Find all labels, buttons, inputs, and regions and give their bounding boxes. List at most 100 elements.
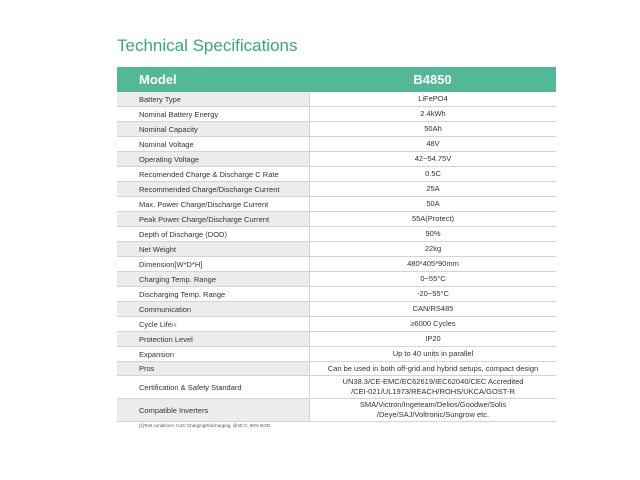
- row-label-cell: Certification & Safety Standard: [117, 376, 309, 398]
- row-value: 480*405*90mm: [407, 259, 459, 268]
- row-label-cell: Expansion: [117, 347, 309, 361]
- row-label-cell: Nominal Battery Energy: [117, 107, 309, 121]
- row-label: Expansion: [139, 349, 175, 359]
- row-value-cell: ≥6000 Cycles: [309, 317, 556, 331]
- row-label: Dimension[W*D*H]: [139, 259, 203, 269]
- table-row: Max. Power Charge/Discharge Current 50A: [117, 197, 556, 212]
- table-row: Expansion Up to 40 units in parallel: [117, 347, 556, 362]
- row-value-cell: 48V: [309, 137, 556, 151]
- row-label: Nominal Battery Energy: [139, 109, 219, 119]
- row-value: /CEI-021/UL1973/REACH/ROHS/UKCA/GOST-R: [351, 387, 515, 396]
- row-value-cell: IP20: [309, 332, 556, 346]
- row-label: Cycle Life: [139, 319, 172, 329]
- footnote: [1]Test conditions: 0.2C Charging/Discha…: [139, 423, 271, 428]
- row-value: 90%: [425, 229, 441, 238]
- row-value: Up to 40 units in parallel: [392, 349, 474, 358]
- row-label-cell: Communication: [117, 302, 309, 316]
- row-value-cell: 480*405*90mm: [309, 257, 556, 271]
- row-value-cell: 50A: [309, 197, 556, 211]
- header-label: Model: [139, 72, 177, 87]
- row-label-cell: Nominal Capacity: [117, 122, 309, 136]
- row-label-cell: Peak Power Charge/Discharge Current: [117, 212, 309, 226]
- table-row: Recomended Charge & Discharge C Rate 0.5C: [117, 167, 556, 182]
- row-value-cell: Up to 40 units in parallel: [309, 347, 556, 361]
- row-label-cell: Pros: [117, 362, 309, 375]
- row-value: SMA/Victron/Ingeteam/Delios/Goodwe/Solis: [359, 400, 507, 409]
- row-label-cell: Depth of Discharge (DOD): [117, 227, 309, 241]
- table-row: Cycle Life [1] ≥6000 Cycles: [117, 317, 556, 332]
- row-label-cell: Charging Temp. Range: [117, 272, 309, 286]
- row-value-cell: 0~55°C: [309, 272, 556, 286]
- row-value-cell: CAN/RS485: [309, 302, 556, 316]
- row-value-cell: 50Ah: [309, 122, 556, 136]
- row-value-cell: 22kg: [309, 242, 556, 256]
- row-value: 55A(Protect): [411, 214, 455, 223]
- row-label: Recomended Charge & Discharge C Rate: [139, 169, 279, 179]
- table-row: Dimension[W*D*H] 480*405*90mm: [117, 257, 556, 272]
- row-value: LiFePO4: [418, 94, 448, 103]
- row-value-cell: 90%: [309, 227, 556, 241]
- row-value: 50Ah: [424, 124, 442, 133]
- row-value-cell: LiFePO4: [309, 92, 556, 106]
- row-label-cell: Recommended Charge/Discharge Current: [117, 182, 309, 196]
- table-row: Pros Can be used in both off-grid and hyb…: [117, 362, 556, 376]
- row-label-cell: Dimension[W*D*H]: [117, 257, 309, 271]
- row-value: 25A: [426, 184, 440, 193]
- row-label-cell: Compatible Inverters: [117, 399, 309, 421]
- row-value: /Deye/SAJ/Voltronic/Sungrow etc.: [376, 410, 490, 419]
- table-row: Compatible Inverters SMA/Victron/Ingeteam…: [117, 399, 556, 422]
- row-value: ≥6000 Cycles: [410, 319, 456, 328]
- table-row: Charging Temp. Range 0~55°C: [117, 272, 556, 287]
- row-value-cell: -20~55°C: [309, 287, 556, 301]
- title: Technical Specifications: [117, 36, 298, 55]
- row-label-cell: Net Weight: [117, 242, 309, 256]
- row-value-cell: 0.5C: [309, 167, 556, 181]
- row-value: 0~55°C: [420, 274, 446, 283]
- row-label: Operating Voltage: [139, 154, 200, 164]
- row-value-cell: 42~54.75V: [309, 152, 556, 166]
- table-row: Certification & Safety Standard UN38.3/CE…: [117, 376, 556, 399]
- row-label: Recommended Charge/Discharge Current: [139, 184, 280, 194]
- table-row: Peak Power Charge/Discharge Current 55A(P…: [117, 212, 556, 227]
- row-label: Charging Temp. Range: [139, 274, 216, 284]
- row-label-cell: Cycle Life [1]: [117, 317, 309, 331]
- row-label-cell: Discharging Temp. Range: [117, 287, 309, 301]
- row-value: IP20: [425, 334, 441, 343]
- table-row: Operating Voltage 42~54.75V: [117, 152, 556, 167]
- table-header: Model B4850: [117, 67, 556, 92]
- row-note: [1]: [171, 321, 177, 327]
- table-row: Net Weight 22kg: [117, 242, 556, 257]
- row-label: Battery Type: [139, 94, 181, 104]
- table-row: Battery Type LiFePO4: [117, 92, 556, 107]
- row-value: 2.4kWh: [420, 109, 446, 118]
- table-row: Nominal Capacity 50Ah: [117, 122, 556, 137]
- row-label: Communication: [139, 304, 192, 314]
- row-label: Discharging Temp. Range: [139, 289, 226, 299]
- row-value-cell: UN38.3/CE-EMC/EC62619/IEC62040/CEC Accre…: [309, 376, 556, 398]
- row-value-cell: SMA/Victron/Ingeteam/Delios/Goodwe/Solis…: [309, 399, 556, 421]
- row-label: Certification & Safety Standard: [139, 382, 242, 392]
- row-value: 22kg: [424, 244, 442, 253]
- table-body: Battery Type LiFePO4 Nominal Battery Energ…: [117, 92, 556, 422]
- row-label-cell: Recomended Charge & Discharge C Rate: [117, 167, 309, 181]
- row-label: Protection Level: [139, 334, 193, 344]
- row-value-cell: 2.4kWh: [309, 107, 556, 121]
- header-value: B4850: [413, 72, 452, 87]
- row-value: -20~55°C: [417, 289, 449, 298]
- table-row: Depth of Discharge (DOD) 90%: [117, 227, 556, 242]
- spec-table: Model B4850 Battery Type LiFePO4 Nominal B…: [117, 67, 556, 422]
- row-label: Nominal Voltage: [139, 139, 194, 149]
- row-label-cell: Battery Type: [117, 92, 309, 106]
- row-label: Depth of Discharge (DOD): [139, 229, 227, 239]
- row-label: Net Weight: [139, 244, 176, 254]
- row-label-cell: Protection Level: [117, 332, 309, 346]
- row-label-cell: Nominal Voltage: [117, 137, 309, 151]
- table-row: Nominal Battery Energy 2.4kWh: [117, 107, 556, 122]
- row-value: CAN/RS485: [412, 304, 454, 313]
- table-row: Nominal Voltage 48V: [117, 137, 556, 152]
- row-value: 48V: [426, 139, 440, 148]
- row-value: 42~54.75V: [414, 154, 452, 163]
- row-value: Can be used in both off-grid and hybrid …: [327, 363, 539, 373]
- row-value: 0.5C: [425, 169, 441, 178]
